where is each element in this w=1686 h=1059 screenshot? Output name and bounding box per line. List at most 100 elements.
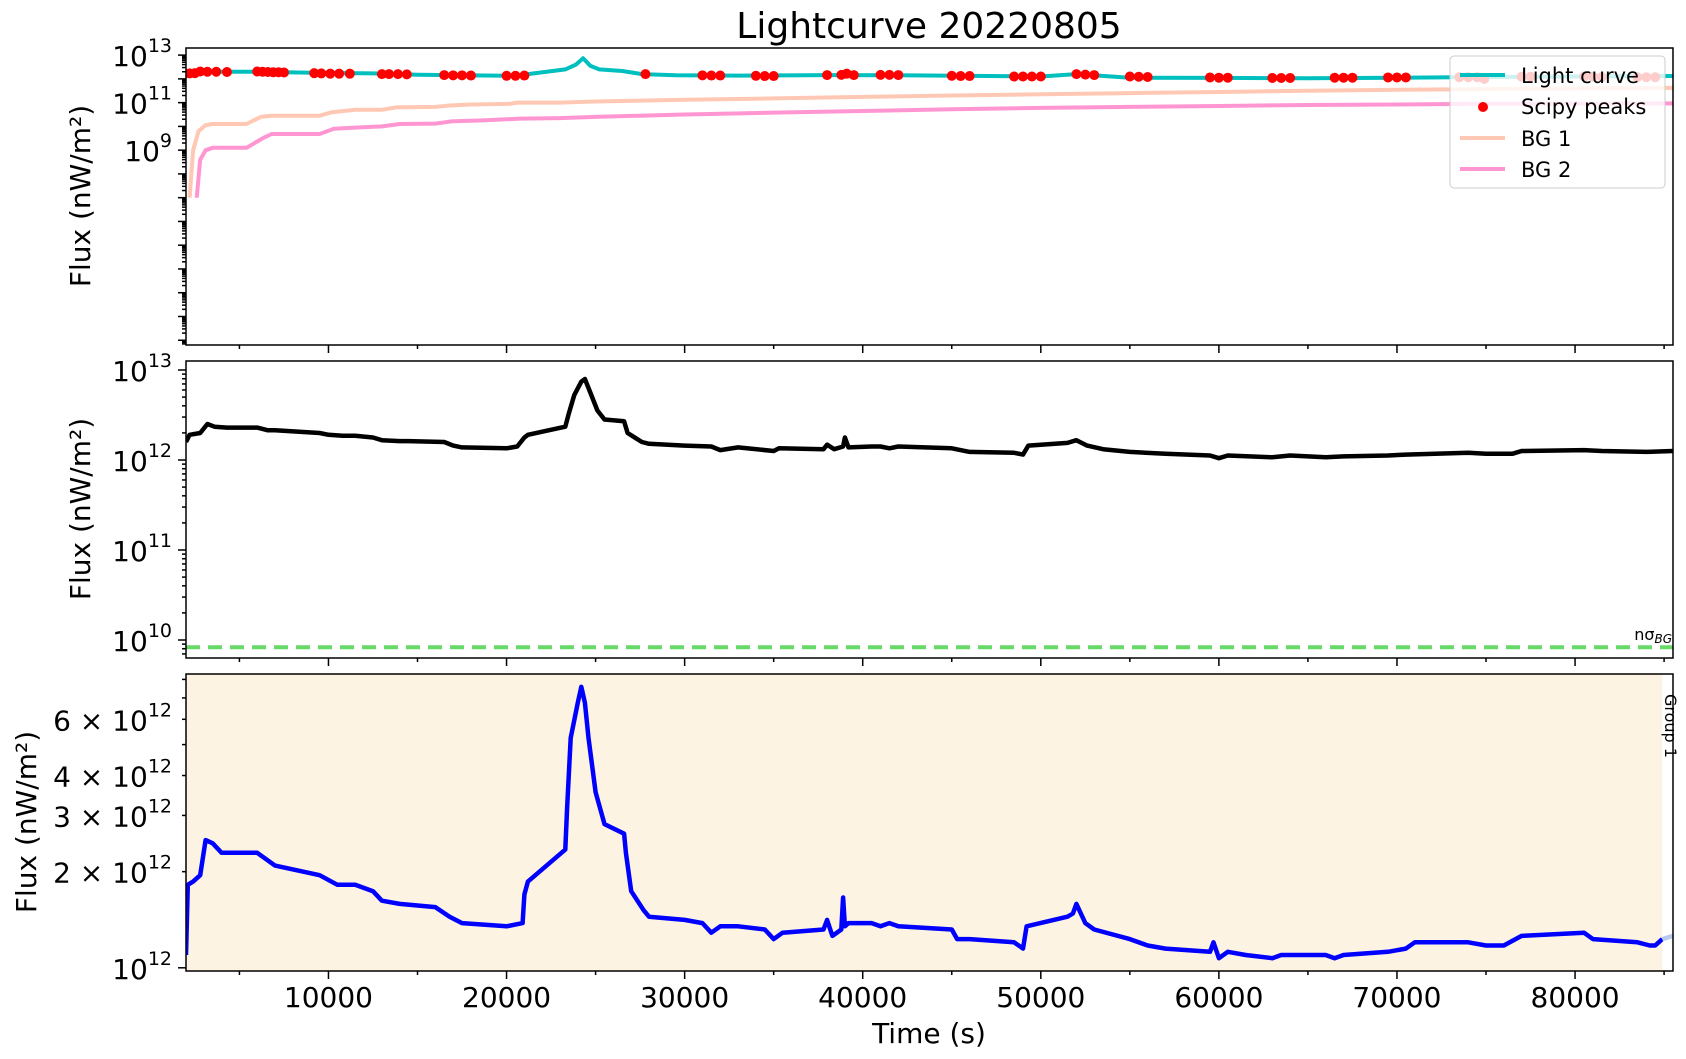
scipy-peak-point bbox=[325, 68, 336, 79]
scipy-peak-point bbox=[893, 70, 904, 81]
scipy-peak-point bbox=[697, 70, 708, 81]
scipy-peak-point bbox=[376, 69, 387, 80]
panel-2-ylabel: Flux (nW/m²) bbox=[64, 418, 97, 600]
scipy-peak-point bbox=[1017, 71, 1028, 82]
y-tick-label: 2 × 1012 bbox=[53, 852, 172, 890]
scipy-peak-point bbox=[448, 70, 459, 81]
legend-label-peaks: Scipy peaks bbox=[1521, 95, 1646, 119]
scipy-peak-point bbox=[1276, 72, 1287, 83]
scipy-peak-point bbox=[401, 69, 412, 80]
x-tick-label: 30000 bbox=[640, 981, 729, 1014]
threshold-label: nσBG bbox=[1634, 625, 1672, 646]
light-curve-line bbox=[187, 56, 1673, 81]
scipy-peak-point bbox=[278, 67, 289, 78]
x-tick-label: 70000 bbox=[1352, 981, 1441, 1014]
scipy-peak-point bbox=[964, 71, 975, 82]
y-tick-label: 1011 bbox=[112, 530, 172, 568]
scipy-peak-point bbox=[1347, 72, 1358, 83]
scipy-peak-point bbox=[1133, 71, 1144, 82]
panel-1-ylabel: Flux (nW/m²) bbox=[64, 105, 97, 287]
x-axis-label: Time (s) bbox=[871, 1017, 986, 1050]
scipy-peak-point bbox=[1026, 71, 1037, 82]
scipy-peak-point bbox=[344, 68, 355, 79]
panel-1-lightcurve: 109 1011 1013 Flux (nW/m²) Light curve Sci… bbox=[64, 35, 1674, 353]
scipy-peak-point bbox=[875, 69, 886, 80]
panel-3-group: 10000 20000 30000 40000 50000 60000 70000 80000… bbox=[10, 673, 1680, 1050]
x-tick-label: 60000 bbox=[1174, 981, 1263, 1014]
panel-2-frame bbox=[185, 360, 1674, 659]
panel-3-ylabel: Flux (nW/m²) bbox=[10, 731, 43, 913]
scipy-peak-point bbox=[1080, 69, 1091, 80]
chart-title: Lightcurve 20220805 bbox=[736, 6, 1121, 47]
scipy-peak-point bbox=[221, 66, 232, 77]
flux-line-faded bbox=[1661, 933, 1673, 942]
scipy-peak-point bbox=[768, 71, 779, 82]
y-tick-label: 1012 bbox=[112, 440, 172, 478]
scipy-peak-point bbox=[384, 69, 395, 80]
scipy-peak-point bbox=[946, 70, 957, 81]
legend-label-bg2: BG 2 bbox=[1521, 158, 1571, 182]
scipy-peak-point bbox=[750, 70, 761, 81]
scipy-peak-point bbox=[457, 70, 468, 81]
scipy-peak-point bbox=[195, 66, 206, 77]
y-tick-label: 1011 bbox=[112, 83, 172, 121]
scipy-peak-point bbox=[706, 70, 717, 81]
scipy-peak-point bbox=[519, 70, 530, 81]
scipy-peak-point bbox=[759, 71, 770, 82]
bg-2-line bbox=[194, 101, 1673, 198]
y-tick-label: 109 bbox=[124, 130, 172, 168]
scipy-peak-point bbox=[884, 69, 895, 80]
x-tick-label: 40000 bbox=[818, 981, 907, 1014]
x-tick-label: 80000 bbox=[1531, 981, 1620, 1014]
scipy-peak-point bbox=[465, 70, 476, 81]
legend-label-light-curve: Light curve bbox=[1521, 64, 1639, 88]
scipy-peak-point bbox=[1391, 72, 1402, 83]
scipy-peak-point bbox=[848, 70, 859, 81]
scipy-peak-point bbox=[316, 68, 327, 79]
scipy-peak-point bbox=[501, 70, 512, 81]
y-tick-label: 1012 bbox=[112, 948, 172, 986]
scipy-peak-point bbox=[211, 66, 222, 77]
scipy-peak-point bbox=[1285, 72, 1296, 83]
y-tick-label: 1013 bbox=[112, 350, 172, 388]
scipy-peak-point bbox=[955, 71, 966, 82]
panel-1-frame bbox=[185, 47, 1674, 346]
y-tick-label: 4 × 1012 bbox=[53, 756, 172, 794]
x-tick-label: 50000 bbox=[996, 981, 1085, 1014]
scipy-peak-point bbox=[1400, 72, 1411, 83]
legend-box bbox=[1449, 55, 1666, 189]
y-tick-label: 1010 bbox=[112, 620, 172, 658]
scipy-peak-point bbox=[439, 70, 450, 81]
scipy-peak-point bbox=[309, 68, 320, 79]
scipy-peak-point bbox=[822, 70, 833, 81]
legend-swatch-peaks bbox=[1478, 102, 1488, 112]
bg-1-line bbox=[187, 85, 1673, 198]
scipy-peak-point bbox=[1213, 72, 1224, 83]
scipy-peak-point bbox=[334, 68, 345, 79]
scipy-peak-point bbox=[640, 69, 651, 80]
y-tick-label: 6 × 1012 bbox=[53, 699, 172, 737]
group-1-shaded-region bbox=[186, 674, 1663, 971]
scipy-peak-point bbox=[1329, 72, 1340, 83]
x-tick-label: 10000 bbox=[284, 981, 373, 1014]
scipy-peak-point bbox=[392, 69, 403, 80]
scipy-peak-point bbox=[202, 66, 213, 77]
x-tick-label: 20000 bbox=[462, 981, 551, 1014]
scipy-peak-point bbox=[1267, 72, 1278, 83]
scipy-peak-point bbox=[1222, 72, 1233, 83]
panel-1-legend: Light curve Scipy peaks BG 1 BG 2 bbox=[1449, 55, 1666, 189]
scipy-peak-point bbox=[1142, 71, 1153, 82]
scipy-peak-point bbox=[1338, 72, 1349, 83]
scipy-peak-point bbox=[1089, 70, 1100, 81]
scipy-peak-point bbox=[510, 70, 521, 81]
scipy-peak-point bbox=[1124, 71, 1135, 82]
flux-line bbox=[186, 376, 1673, 461]
scipy-peak-point bbox=[1204, 72, 1215, 83]
scipy-peak-point bbox=[1035, 71, 1046, 82]
scipy-peak-point bbox=[1009, 71, 1020, 82]
legend-label-bg1: BG 1 bbox=[1521, 127, 1571, 151]
panel-2-flux: 1010 1011 1012 1013 Flux (nW/m²) nσBG bbox=[64, 350, 1674, 666]
y-tick-label: 3 × 1012 bbox=[53, 795, 172, 833]
group-flux-line bbox=[186, 684, 1664, 961]
